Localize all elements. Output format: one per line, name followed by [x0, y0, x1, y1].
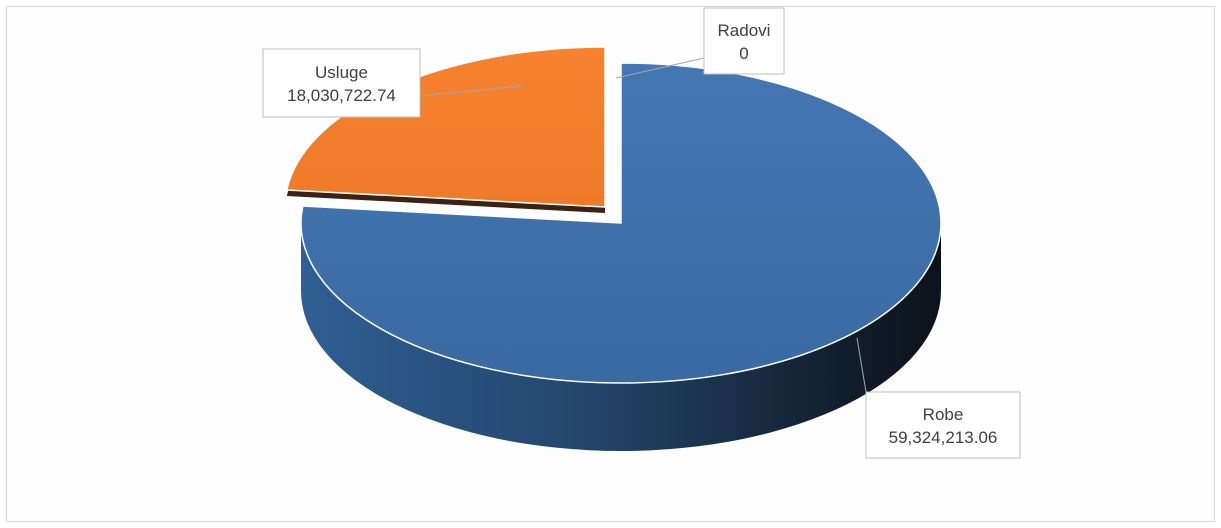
slice-robe	[300, 62, 942, 384]
slice-robe-side	[301, 223, 941, 451]
data-label-box-usluge	[262, 48, 421, 118]
data-label-box-robe	[865, 391, 1021, 459]
data-label-name-usluge: Usluge	[315, 63, 368, 82]
data-label-name-robe: Robe	[923, 405, 964, 424]
label-layer: Robe 59,324,213.06 Usluge 18,030,722.74 Rado…	[262, 7, 1021, 459]
data-label-value-usluge: 18,030,722.74	[287, 86, 396, 105]
leader-line-usluge	[419, 85, 522, 97]
data-label-value-robe: 59,324,213.06	[889, 428, 998, 447]
data-label-box-radovi	[703, 7, 785, 75]
leader-line-robe	[856, 337, 867, 393]
data-label-name-radovi: Radovi	[718, 21, 771, 40]
pie-layer	[286, 46, 942, 451]
leader-line-radovi	[615, 57, 705, 79]
data-label-value-radovi: 0	[739, 44, 748, 63]
